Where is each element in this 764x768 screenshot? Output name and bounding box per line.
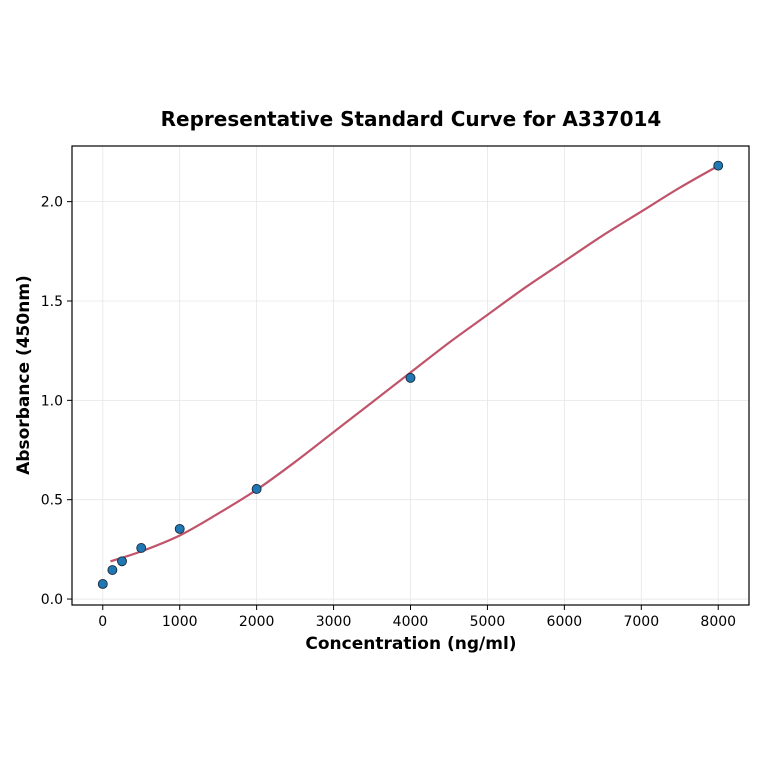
x-tick-label: 1000 [162, 614, 198, 630]
x-tick-label: 0 [98, 614, 107, 630]
x-axis: 0 1000 2000 3000 4000 5000 6000 7000 8000 [98, 605, 736, 630]
data-point [107, 565, 118, 575]
data-point [713, 160, 724, 171]
x-tick-label: 2000 [239, 614, 275, 630]
data-point [136, 543, 147, 553]
data-point [174, 523, 185, 534]
y-tick-label: 1.5 [41, 294, 63, 310]
y-tick-label: 0.0 [41, 592, 63, 608]
x-tick-label: 4000 [393, 614, 429, 630]
data-point [117, 556, 127, 567]
x-tick-label: 8000 [700, 614, 736, 630]
x-tick-label: 3000 [316, 614, 352, 630]
data-point [251, 484, 262, 494]
y-axis-label: Absorbance (450nm) [14, 275, 34, 475]
y-tick-label: 2.0 [41, 195, 63, 211]
x-tick-label: 6000 [547, 614, 583, 630]
fit-curve-group [110, 164, 719, 563]
data-point [405, 372, 416, 383]
x-axis-label: Concentration (ng/ml) [305, 634, 516, 654]
x-tick-label: 7000 [623, 614, 659, 630]
x-tick-label: 5000 [470, 614, 506, 630]
y-tick-label: 0.5 [41, 493, 63, 509]
y-tick-label: 1.0 [41, 393, 63, 409]
chart-title: Representative Standard Curve for A33701… [161, 107, 662, 131]
y-axis: 0.0 0.5 1.0 1.5 2.0 [41, 195, 72, 608]
data-points [97, 160, 724, 589]
data-point [97, 578, 108, 589]
fit-curve [110, 164, 719, 563]
